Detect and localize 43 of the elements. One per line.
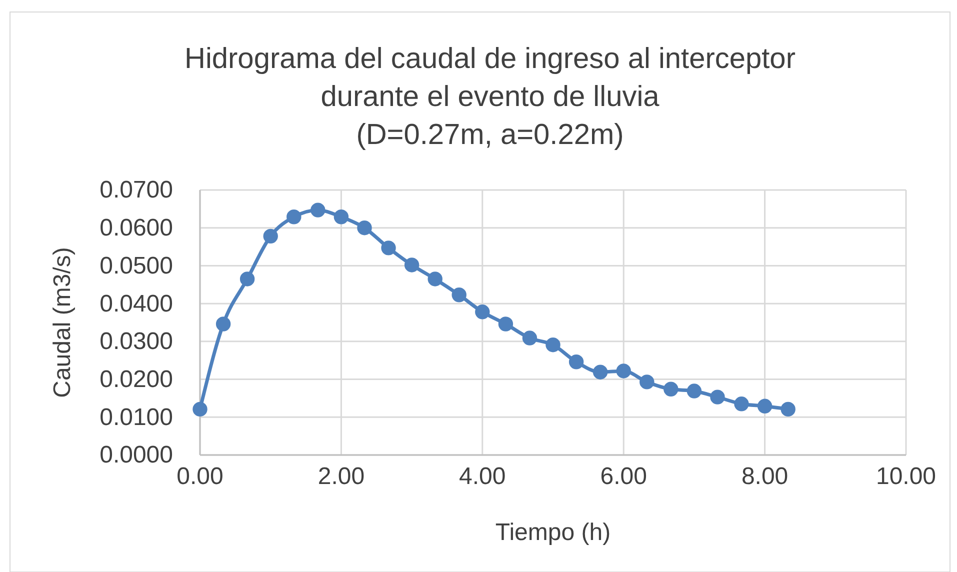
point [310,202,326,218]
x-tick-label: 10.00 [876,463,936,490]
y-tick-label: 0.0600 [100,214,173,242]
y-axis-title: Caudal (m3/s) [49,247,76,398]
x-tick-label: 6.00 [600,463,647,490]
point [616,364,631,378]
point [522,330,538,346]
y-tick-label: 0.0300 [100,328,173,356]
point [592,364,608,380]
point [686,384,702,398]
point [381,240,396,256]
x-axis-title: Tiempo (h) [495,519,611,546]
x-tick-label: 8.00 [741,463,788,490]
point [568,354,584,370]
point [757,398,772,414]
x-tick-label: 2.00 [318,463,365,490]
point [286,210,302,224]
point [334,210,349,224]
x-tick-label: 0.00 [176,463,224,490]
point [263,228,278,244]
point [780,402,796,417]
point [475,304,490,320]
chart-title: Hidrograma del caudal de ingreso al interceptor durante el evento de lluvia (D=0.27m, a=0.22m) [184,43,796,151]
point [216,316,231,332]
y-tick-label: 0.0400 [100,290,173,318]
point [428,272,442,286]
y-tick-label: 0.0000 [100,442,173,469]
y-tick-label: 0.0200 [100,366,173,393]
x-tick-label: 4.00 [459,463,506,490]
point [404,258,420,272]
point [640,374,654,390]
point [710,390,725,404]
point [357,220,372,236]
point [240,272,255,286]
point [192,402,208,417]
y-tick-label: 0.0500 [100,252,173,280]
y-tick-label: 0.0100 [100,404,173,431]
point [546,337,560,352]
y-tick-label: 0.0700 [100,176,173,204]
point [664,382,678,396]
point [734,396,749,412]
point [452,288,466,302]
point [498,316,514,332]
